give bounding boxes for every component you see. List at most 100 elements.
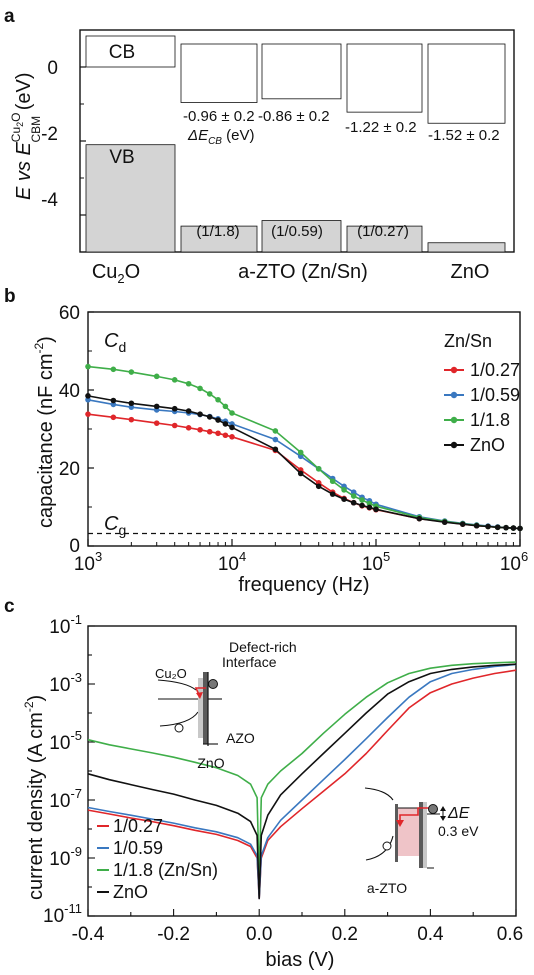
inset1-title2: Interface	[222, 654, 277, 670]
b-point-1/0.27	[185, 425, 192, 431]
c-xtick-neg0.4: -0.4	[72, 924, 105, 945]
c-ytick-1e-9: 10-9	[49, 844, 82, 870]
b-point-1/0.27	[215, 430, 221, 437]
cb-box-1/0.59	[261, 43, 342, 100]
c-legend-label-1/0.59: 1/0.59	[113, 838, 163, 858]
ratio-label-2: (1/0.59)	[271, 223, 323, 240]
b-point-1/1.8	[359, 497, 365, 503]
panel-c: c 10-1 10-3 10-5 10-7 10-9 10-11 -0.4 -0…	[4, 596, 523, 971]
b-point-ZnO	[272, 446, 279, 453]
panel-a-bars	[85, 35, 506, 253]
offset-label-2: -0.86 ± 0.2	[258, 108, 330, 125]
vb-bar-ZnO	[427, 242, 506, 253]
b-ytick-40: 40	[59, 381, 80, 402]
c-series-line-1/0.27	[87, 669, 517, 900]
inset1-interface-gray	[198, 678, 203, 738]
inset2-hole	[382, 841, 392, 851]
b-point-ZnO	[441, 519, 448, 526]
b-point-ZnO	[185, 408, 192, 414]
cb-box-ZnO	[427, 43, 506, 124]
b-point-1/0.59	[297, 453, 304, 460]
b-point-ZnO	[297, 470, 304, 477]
panel-b-series	[85, 363, 523, 532]
b-point-1/0.27	[85, 411, 91, 417]
vb-bar-1/1.8	[180, 225, 258, 253]
b-point-ZnO	[341, 496, 347, 503]
b-point-ZnO	[366, 504, 373, 511]
b-point-ZnO	[110, 397, 117, 404]
inset2-arrowhead	[396, 820, 404, 827]
vb-bar-1/0.59	[261, 220, 342, 253]
b-point-ZnO	[222, 421, 229, 427]
inset1-zno-label: ZnO	[197, 755, 224, 771]
inset2-recombination-arrow	[399, 807, 434, 824]
a-ytick-0: 0	[47, 58, 58, 79]
cb-box-1/1.8	[180, 43, 258, 103]
c-xtick-0.0: 0.0	[246, 924, 272, 945]
b-point-1/1.8	[315, 465, 322, 472]
c-ylabel: current density (A cm-2)	[22, 695, 47, 900]
b-point-ZnO	[197, 411, 203, 417]
inset1-azo-label: AZO	[226, 730, 255, 746]
b-xtick-1e3: 103	[74, 549, 102, 575]
panel-b-ticks	[87, 311, 521, 547]
cg-label: Cg	[104, 513, 126, 538]
a-xcat-azto: a-ZTO (Zn/Sn)	[238, 261, 368, 283]
a-ytick-neg4: -4	[41, 190, 58, 211]
b-point-ZnO	[359, 502, 365, 509]
c-legend-label-1/0.27: 1/0.27	[113, 816, 163, 836]
b-point-1/1.8	[197, 385, 203, 392]
b-point-ZnO	[416, 515, 423, 522]
b-point-ZnO	[503, 524, 509, 531]
panel-c-series	[87, 661, 517, 900]
b-point-1/0.27	[197, 426, 203, 433]
vb-label: VB	[109, 147, 134, 168]
b-ytick-60: 60	[59, 303, 80, 324]
a-xcat-zno: ZnO	[451, 261, 490, 283]
b-legend-label-1/1.8: 1/1.8	[470, 410, 510, 430]
offset-label-4: -1.52 ± 0.2	[428, 127, 500, 144]
b-point-ZnO	[229, 424, 235, 431]
b-point-1/0.59	[350, 489, 357, 495]
b-point-ZnO	[85, 393, 91, 399]
b-legend-label-ZnO: ZnO	[470, 435, 505, 455]
inset2-electron	[428, 804, 438, 814]
b-point-ZnO	[153, 403, 160, 410]
a-ytick-neg2: -2	[41, 124, 58, 145]
b-point-1/1.8	[229, 410, 235, 416]
b-point-1/0.27	[229, 434, 235, 440]
panel-a-letter: a	[4, 6, 15, 27]
inset1-vb-curve	[159, 711, 199, 727]
b-legend-marker-1/0.59	[450, 391, 458, 399]
b-series-line-1/0.27	[87, 413, 521, 530]
vb-bar-1/0.27	[346, 225, 423, 253]
c-ytick-1e-1: 10-1	[49, 612, 82, 638]
panel-a-yticks	[80, 66, 86, 216]
b-xtick-1e5: 105	[362, 549, 390, 575]
inset1-cb-curve	[157, 679, 197, 691]
inset2-delta-value: 0.3 eV	[438, 823, 479, 839]
b-point-ZnO	[473, 522, 480, 529]
panel-b: b 60 40 20 0 103 104 105 106 frequency (…	[4, 286, 528, 596]
inset2-interface-left	[395, 804, 398, 862]
c-series-line-ZnO	[87, 663, 517, 900]
inset1-electron	[208, 679, 218, 689]
ratio-label-1: (1/1.8)	[196, 223, 239, 240]
inset1-interface-dark	[203, 672, 208, 744]
b-point-ZnO	[206, 414, 213, 420]
b-ytick-20: 20	[59, 459, 80, 480]
inset2-azto-layer	[395, 808, 419, 856]
panel-c-yticklabels: 10-1 10-3 10-5 10-7 10-9 10-11	[43, 612, 82, 927]
c-series-line-1/0.59	[87, 663, 517, 900]
panel-c-letter: c	[4, 596, 15, 617]
inset1-title: Defect-rich	[229, 639, 297, 655]
offset-label-3: -1.22 ± 0.2	[345, 119, 417, 136]
offset-label-1: -0.96 ± 0.2	[183, 108, 255, 125]
b-point-ZnO	[373, 506, 379, 513]
panel-b-letter: b	[4, 286, 16, 307]
b-point-1/1.8	[85, 363, 91, 370]
b-point-1/1.8	[222, 403, 229, 410]
b-point-1/1.8	[272, 428, 279, 434]
b-legend-marker-ZnO	[450, 441, 458, 449]
c-xtick-0.4: 0.4	[417, 924, 444, 945]
